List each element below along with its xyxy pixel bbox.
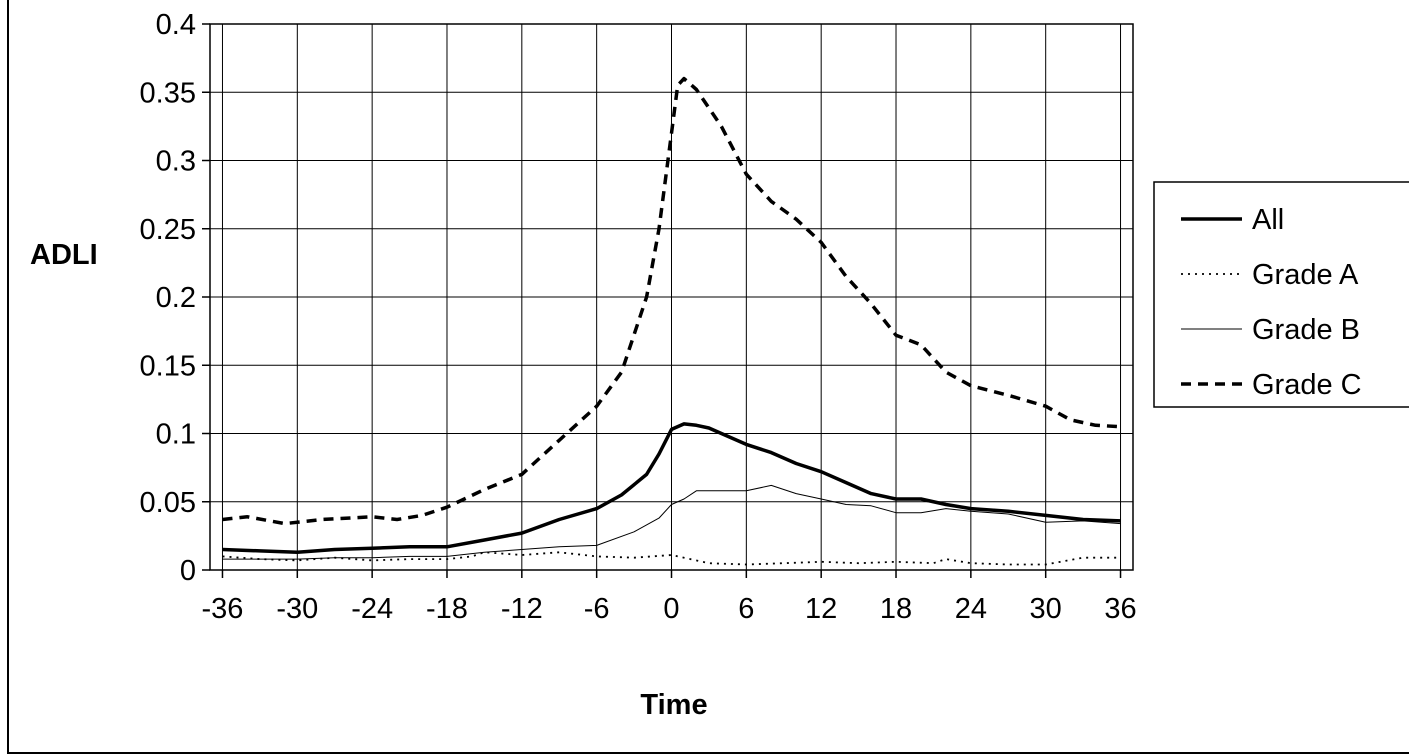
gridlines (210, 23, 1133, 571)
x-tick-label: -36 (202, 593, 244, 625)
x-tick-label: -24 (351, 593, 393, 625)
y-tick-label: 0.2 (156, 282, 196, 314)
legend-label-all: All (1252, 204, 1284, 236)
x-tick-label: -30 (276, 593, 318, 625)
y-tick-label: 0.05 (140, 487, 196, 519)
series-line-grade-b (222, 484, 1121, 560)
y-tick-label: 0 (180, 555, 196, 587)
x-tick-label: 12 (805, 593, 837, 625)
x-tick-label: -6 (584, 593, 610, 625)
series-line-grade-a (222, 551, 1121, 566)
x-axis-tick-labels: -36 -30 -24 -18 -12 -6 0 6 12 18 24 30 36 (202, 593, 1137, 625)
y-axis-title: ADLI (30, 239, 98, 271)
x-tick-label: -18 (426, 593, 468, 625)
axis-ticks (202, 23, 1122, 578)
legend-label-grade-a: Grade A (1252, 259, 1359, 291)
x-tick-label: 36 (1104, 593, 1136, 625)
x-tick-label: 6 (738, 593, 754, 625)
legend-label-grade-c: Grade C (1252, 369, 1362, 401)
y-tick-label: 0.3 (156, 146, 196, 178)
legend-label-grade-b: Grade B (1252, 314, 1360, 346)
y-axis-tick-labels: 0 0.05 0.1 0.15 0.2 0.25 0.3 0.35 0.4 (140, 9, 196, 587)
x-tick-label: 18 (880, 593, 912, 625)
series-line-all (222, 422, 1121, 555)
legend: All Grade A Grade B Grade C (1153, 181, 1409, 408)
x-tick-label: 30 (1030, 593, 1062, 625)
series-layer (222, 76, 1121, 566)
x-tick-label: -12 (501, 593, 543, 625)
y-tick-label: 0.1 (156, 419, 196, 451)
y-tick-label: 0.15 (140, 350, 196, 382)
y-tick-label: 0.35 (140, 77, 196, 109)
x-tick-label: 24 (955, 593, 987, 625)
x-axis-title: Time (640, 689, 707, 721)
y-tick-label: 0.25 (140, 214, 196, 246)
series-line-grade-c (222, 76, 1121, 526)
y-tick-label: 0.4 (156, 9, 196, 41)
x-tick-label: 0 (663, 593, 679, 625)
